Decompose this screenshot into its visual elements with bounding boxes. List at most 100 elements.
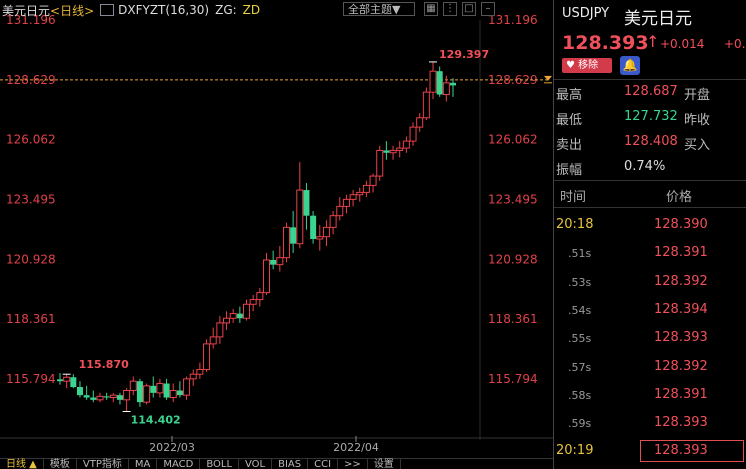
stat-row: 振幅 0.74% [554, 155, 746, 180]
candle-body [362, 184, 370, 193]
tick-time: .53s [568, 275, 592, 289]
indicator-icon [100, 4, 115, 16]
tick-time: .51s [568, 247, 592, 261]
stat-label: 振幅 [556, 163, 583, 178]
candle-body [310, 215, 317, 240]
tick-time: .57s [568, 360, 592, 374]
tick-price: 128.393 [654, 330, 708, 346]
ticks-header: 时间 价格 [554, 184, 746, 206]
candle-body [296, 189, 304, 245]
candle-body [303, 190, 310, 216]
bottom-tab[interactable]: BIAS [272, 459, 309, 469]
tick-price: 128.391 [654, 245, 708, 261]
indicator-name[interactable]: DXFYZT(16,30) [118, 3, 210, 17]
x-tick-label: 2022/03 [149, 441, 195, 454]
divider [554, 180, 746, 181]
candle-body [163, 383, 170, 398]
y-tick-label-right: 123.495 [488, 193, 538, 207]
tick-time: .55s [568, 332, 592, 346]
stat-row: 最高 128.687 开盘 [554, 80, 746, 105]
candle-body [216, 322, 224, 338]
tick-time: .59s [568, 417, 592, 431]
chart-pane[interactable]: 131.196 131.196 128.629 128.629 126.062 126.0… [0, 0, 553, 469]
candle-body [209, 336, 217, 345]
candle-body [116, 395, 123, 400]
y-tick-label-right: 120.928 [488, 252, 538, 266]
remove-watchlist-button[interactable]: ♥ 移除 [562, 58, 612, 73]
candle-body [422, 91, 430, 119]
y-tick-label-left: 123.495 [6, 193, 56, 207]
candle-body [183, 378, 191, 396]
price-change: +0.014 [660, 37, 705, 51]
y-tick-label-right: 131.196 [488, 13, 538, 27]
candle-body [103, 396, 110, 398]
candle-body [442, 82, 450, 95]
tick-price: 128.394 [654, 301, 708, 317]
bottom-tab[interactable]: 日线 ▲ [0, 459, 44, 469]
bottom-tab[interactable]: VOL [239, 459, 273, 469]
y-tick-label-left: 115.794 [6, 372, 56, 386]
candle-body [76, 387, 83, 396]
candle-body [270, 259, 277, 265]
bottom-tab[interactable]: MACD [157, 459, 201, 469]
bell-icon[interactable]: 🔔 [620, 56, 640, 75]
theme-dropdown[interactable]: 全部主题▼ [343, 2, 415, 16]
symbol-name: 美元日元 [624, 9, 692, 29]
y-tick-label-left: 126.062 [6, 133, 56, 147]
candle-body [136, 381, 143, 403]
bottom-tab[interactable]: 设置 [368, 459, 401, 469]
candle-body [236, 313, 243, 319]
left-price-label: 115.870 [79, 358, 129, 371]
candle-body [189, 373, 197, 380]
candle-body [70, 377, 77, 388]
candle-body [176, 390, 183, 396]
tick-row: .58s 128.391 [554, 382, 746, 410]
candle-body [389, 149, 397, 154]
bottom-tab[interactable]: MA [129, 459, 158, 469]
up-arrow-icon: ↑ [646, 32, 660, 51]
minus-icon[interactable]: – [481, 2, 495, 16]
candle-body [282, 226, 290, 259]
dots-icon[interactable]: ⋮ [443, 2, 457, 16]
bottom-tab[interactable]: BOLL [200, 459, 240, 469]
candle-body [383, 150, 390, 153]
candle-body [329, 215, 337, 228]
period-selector[interactable]: <日线> [50, 3, 95, 18]
zg-label: ZG: [215, 3, 237, 17]
candle-body [356, 191, 364, 196]
candle-body [316, 236, 324, 240]
y-tick-label-left: 118.361 [6, 312, 56, 326]
bottom-tab[interactable]: CCI [308, 459, 339, 469]
y-tick-label-right: 118.361 [488, 312, 538, 326]
candle-body [450, 82, 456, 86]
grid-icon[interactable]: ▦ [424, 2, 438, 16]
bottom-tab[interactable]: >> [338, 459, 368, 469]
stat-label: 最高 [556, 88, 583, 103]
candle-body [57, 379, 63, 382]
tick-time: .54s [568, 303, 592, 317]
candle-body [262, 259, 270, 294]
candle-body [90, 397, 97, 400]
tick-row: .53s 128.392 [554, 269, 746, 297]
tick-price: 128.391 [654, 386, 708, 402]
frame-icon[interactable]: □ [462, 2, 476, 16]
candle-body [342, 198, 350, 207]
candle-body [150, 385, 157, 393]
tick-row: .51s 128.391 [554, 240, 746, 268]
x-tick-label: 2022/04 [333, 441, 379, 454]
candle-body [223, 317, 231, 324]
bottom-tab[interactable]: 模板 [44, 459, 77, 469]
candle-body [196, 369, 204, 375]
stat-value: 128.408 [624, 134, 678, 149]
stat-value: 0.74% [624, 159, 666, 174]
candle-body [249, 299, 257, 305]
candle-body [416, 117, 424, 128]
stat-row: 卖出 128.408 买入 [554, 130, 746, 155]
bottom-tab[interactable]: VTP指标 [77, 459, 129, 469]
tick-time: 20:19 [556, 443, 594, 459]
tick-row: .55s 128.393 [554, 325, 746, 353]
tick-row: .54s 128.394 [554, 297, 746, 325]
y-tick-label-right: 115.794 [488, 372, 538, 386]
candle-body [109, 394, 117, 399]
